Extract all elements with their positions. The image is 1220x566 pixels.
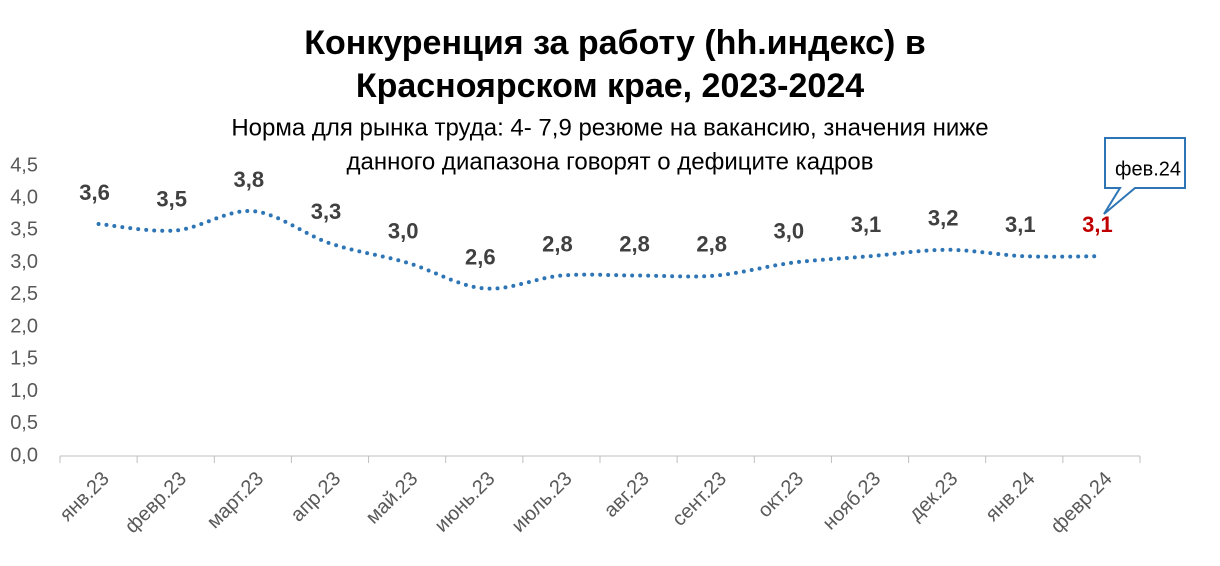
x-tick-label: июль.23 bbox=[508, 468, 577, 537]
value-label: 3,6 bbox=[79, 180, 110, 205]
value-label: 3,5 bbox=[156, 186, 187, 211]
x-tick-label: нояб.23 bbox=[819, 468, 886, 535]
x-tick-label: февр.23 bbox=[121, 468, 191, 538]
value-label: 3,8 bbox=[234, 167, 265, 192]
value-label: 3,1 bbox=[1082, 212, 1113, 237]
chart-title: Красноярском крае, 2023-2024 bbox=[356, 67, 864, 105]
x-tick-label: окт.23 bbox=[754, 468, 808, 522]
y-tick-label: 2,5 bbox=[10, 283, 38, 305]
value-label: 2,8 bbox=[542, 231, 573, 256]
x-tick-label: янв.24 bbox=[981, 468, 1039, 526]
value-label: 3,2 bbox=[928, 206, 959, 231]
y-tick-label: 0,5 bbox=[10, 412, 38, 434]
x-tick-label: март.23 bbox=[203, 468, 268, 533]
value-label: 2,6 bbox=[465, 244, 496, 269]
y-tick-label: 1,5 bbox=[10, 348, 38, 370]
y-tick-label: 4,0 bbox=[10, 187, 38, 209]
y-tick-label: 1,0 bbox=[10, 380, 38, 402]
x-tick-label: апр.23 bbox=[287, 468, 346, 527]
x-tick-label: июнь.23 bbox=[431, 468, 500, 537]
x-tick-label: авг.23 bbox=[600, 468, 654, 522]
x-tick-label: май.23 bbox=[362, 468, 423, 529]
value-label: 3,3 bbox=[311, 199, 342, 224]
x-tick-label: февр.24 bbox=[1047, 468, 1117, 538]
line bbox=[96, 209, 1104, 291]
y-tick-label: 4,5 bbox=[10, 154, 38, 176]
y-tick-label: 3,0 bbox=[10, 251, 38, 273]
value-label: 3,1 bbox=[851, 212, 882, 237]
chart-title: Конкуренция за работу (hh.индекс) в bbox=[304, 24, 925, 62]
value-label: 3,0 bbox=[388, 218, 419, 243]
value-label: 3,0 bbox=[774, 218, 805, 243]
chart-subtitle: данного диапазона говорят о дефиците кад… bbox=[346, 148, 873, 175]
value-label: 3,1 bbox=[1005, 212, 1036, 237]
x-tick-label: янв.23 bbox=[56, 468, 114, 526]
y-tick-label: 2,0 bbox=[10, 315, 38, 337]
y-tick-label: 3,5 bbox=[10, 219, 38, 241]
x-tick-label: дек.23 bbox=[905, 468, 963, 526]
annotation: фев.24 bbox=[1115, 158, 1181, 180]
value-label: 2,8 bbox=[696, 231, 727, 256]
callout-box bbox=[1103, 137, 1186, 215]
y-tick-label: 0,0 bbox=[10, 444, 38, 466]
x-tick-label: сент.23 bbox=[668, 468, 731, 531]
chart-subtitle: Норма для рынка труда: 4- 7,9 резюме на … bbox=[231, 114, 988, 141]
value-label: 2,8 bbox=[619, 231, 650, 256]
